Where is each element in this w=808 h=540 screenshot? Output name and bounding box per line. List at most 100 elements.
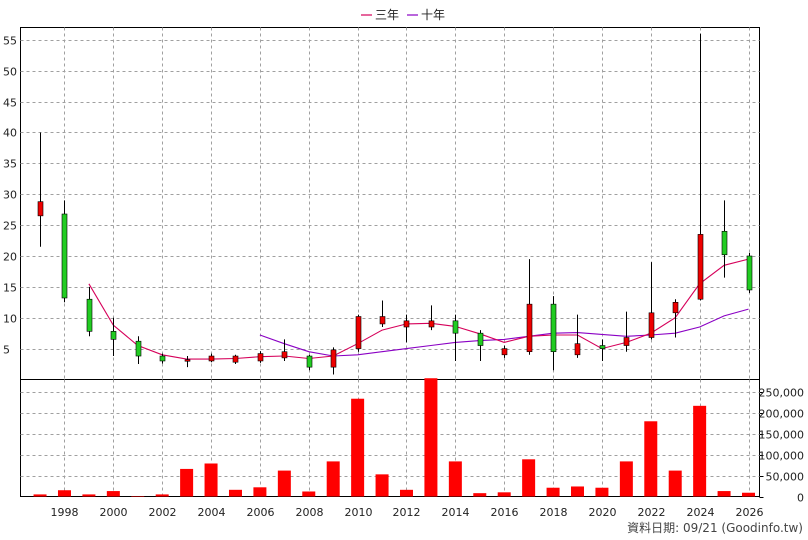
- x-tick-label: 2002: [149, 506, 177, 519]
- volume-tick-label: 0: [797, 492, 804, 505]
- volume-bar: [448, 461, 462, 497]
- candle-body: [697, 234, 704, 300]
- volume-tick-label: 100,000: [759, 450, 805, 463]
- candle: [281, 339, 288, 361]
- x-tick-label: 2026: [736, 506, 764, 519]
- x-tick-label: 2008: [296, 506, 324, 519]
- candle: [37, 132, 44, 247]
- price-tick-label: 50: [3, 66, 17, 79]
- volume-bar: [253, 487, 267, 497]
- price-axis-ticks: 5 10 15 20 25 30 35 40 45 50 55: [3, 35, 17, 357]
- candle: [184, 356, 191, 368]
- candle: [526, 259, 533, 355]
- candle-body: [672, 302, 679, 314]
- candle: [623, 311, 630, 352]
- candle: [257, 351, 264, 363]
- candle: [306, 354, 313, 371]
- data-date-footer: 資料日期: 09/21 (Goodinfo.tw): [627, 521, 803, 535]
- candle-body: [746, 255, 753, 291]
- ma3-line: [88, 258, 749, 360]
- volume-axis-ticks: 0 50,000 100,000 150,000 200,000 250,000: [759, 387, 805, 505]
- candle-body: [550, 303, 557, 353]
- volume-bar: [522, 459, 536, 497]
- volume-bar: [375, 474, 389, 497]
- volume-bar: [717, 491, 731, 497]
- x-axis-ticks: 1998 2000 2002 2004 2006 2008 2010 2012 2014 2016…: [51, 506, 764, 519]
- volume-bar: [57, 490, 71, 497]
- candle-body: [721, 230, 728, 256]
- candle-body: [281, 351, 288, 359]
- candle-body: [403, 320, 410, 328]
- volume-bar: [204, 463, 218, 497]
- candle: [477, 330, 484, 361]
- volume-tick-label: 250,000: [759, 387, 805, 400]
- candle: [159, 353, 166, 364]
- candle: [330, 347, 337, 375]
- volume-bar: [131, 496, 145, 497]
- candle: [135, 336, 142, 365]
- price-tick-label: 15: [3, 282, 17, 295]
- candle: [355, 314, 362, 352]
- price-tick-label: 25: [3, 220, 17, 233]
- candle-body: [37, 201, 44, 217]
- candle: [648, 262, 655, 340]
- volume-bar: [497, 492, 511, 497]
- ma10-line: [259, 308, 749, 357]
- candle: [501, 345, 508, 358]
- candle-body: [452, 320, 459, 334]
- candle: [550, 296, 557, 371]
- x-tick-label: 2024: [687, 506, 715, 519]
- candle: [721, 200, 728, 278]
- x-tick-label: 2006: [247, 506, 275, 519]
- candle-body: [330, 349, 337, 368]
- x-tick-label: 2022: [638, 506, 666, 519]
- volume-bar: [82, 494, 96, 497]
- candle: [599, 339, 606, 361]
- candle: [403, 314, 410, 343]
- volume-bar: [351, 398, 365, 497]
- candle-body: [306, 355, 313, 368]
- candle: [697, 33, 704, 301]
- volume-bar: [424, 378, 438, 497]
- volume-bar: [228, 489, 242, 497]
- candle-body: [86, 298, 93, 332]
- price-tick-label: 20: [3, 251, 17, 264]
- x-tick-label: 2000: [100, 506, 128, 519]
- candle-body: [501, 348, 508, 356]
- candle-body: [184, 359, 191, 362]
- price-tick-label: 35: [3, 158, 17, 171]
- candle-body: [135, 340, 142, 357]
- volume-bar: [693, 405, 707, 497]
- candle: [428, 305, 435, 331]
- x-tick-label: 2012: [393, 506, 421, 519]
- volume-tick-label: 200,000: [759, 408, 805, 421]
- candle: [232, 354, 239, 365]
- price-tick-label: 5: [3, 344, 10, 357]
- candle-body: [159, 355, 166, 362]
- legend-label-ma10: 十年: [421, 8, 445, 22]
- x-tick-label: 2018: [540, 506, 568, 519]
- volume-bar: [326, 461, 340, 497]
- price-tick-label: 55: [3, 35, 17, 48]
- candle: [452, 314, 459, 361]
- volume-bar: [619, 461, 633, 497]
- volume-bar: [546, 487, 560, 497]
- legend-label-ma3: 三年: [375, 8, 399, 22]
- candle: [574, 314, 581, 358]
- candle-body: [477, 332, 484, 346]
- candle-body: [623, 337, 630, 346]
- candle-body: [648, 312, 655, 338]
- volume-tick-label: 150,000: [759, 429, 805, 442]
- candle: [672, 299, 679, 338]
- candle: [86, 286, 93, 337]
- x-tick-label: 2016: [491, 506, 519, 519]
- candle: [208, 353, 215, 363]
- volume-bar: [302, 491, 316, 497]
- volume-plot-frame: [20, 379, 760, 497]
- candle-body: [355, 316, 362, 349]
- candlesticks: [37, 33, 753, 375]
- volume-bar: [33, 494, 47, 497]
- volume-bar: [742, 492, 756, 497]
- volume-bar: [155, 494, 169, 497]
